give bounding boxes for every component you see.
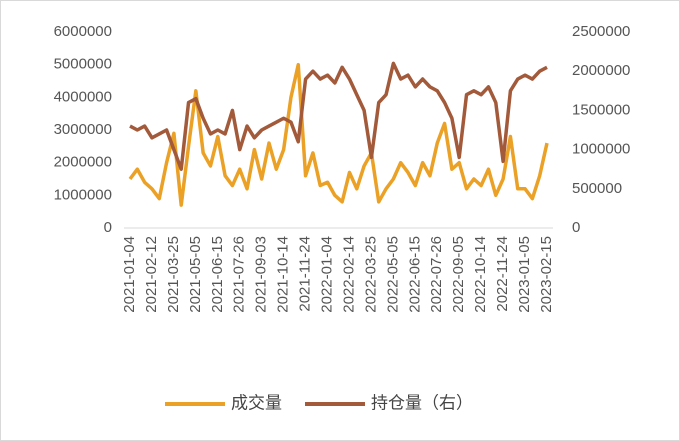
x-tick-label: 2021-01-04	[121, 236, 138, 313]
x-tick-label: 2022-02-14	[340, 236, 357, 313]
x-tick-label: 2022-05-05	[384, 236, 401, 313]
x-tick-label: 2021-09-03	[253, 236, 270, 313]
x-tick-label: 2022-06-15	[406, 236, 423, 313]
legend-label: 成交量	[231, 393, 282, 412]
x-tick-label: 2023-02-15	[538, 236, 555, 313]
x-tick-label: 2023-01-05	[516, 236, 533, 313]
y-tick-label: 5000000	[54, 56, 112, 73]
y2-tick-label: 2000000	[572, 62, 630, 79]
y2-tick-label: 1500000	[572, 101, 630, 118]
y2-tick-label: 2500000	[572, 23, 630, 40]
y-tick-label: 4000000	[54, 88, 112, 105]
y2-tick-label: 500000	[572, 180, 622, 197]
y2-tick-label: 0	[572, 219, 580, 236]
y-tick-label: 0	[104, 219, 112, 236]
x-tick-label: 2022-10-14	[472, 236, 489, 313]
x-tick-label: 2021-07-26	[231, 236, 248, 313]
x-tick-label: 2021-03-25	[165, 236, 182, 313]
x-tick-label: 2021-11-24	[297, 236, 314, 312]
y2-tick-label: 1000000	[572, 141, 630, 158]
series-line	[129, 61, 548, 171]
x-tick-label: 2022-09-05	[450, 236, 467, 313]
x-tick-label: 2022-01-04	[318, 236, 335, 313]
x-tick-label: 2021-02-12	[143, 236, 160, 313]
legend-label: 持仓量（右）	[371, 393, 473, 412]
x-tick-label: 2022-03-25	[362, 236, 379, 313]
y-tick-label: 6000000	[54, 23, 112, 40]
x-tick-label: 2021-05-05	[187, 236, 204, 313]
x-tick-label: 2022-11-24	[494, 236, 511, 312]
x-tick-label: 2022-07-26	[428, 236, 445, 313]
series-line	[128, 62, 549, 207]
y-tick-label: 1000000	[54, 186, 112, 203]
x-tick-label: 2021-06-15	[209, 236, 226, 313]
x-tick-label: 2021-10-14	[275, 236, 292, 313]
y-tick-label: 3000000	[54, 121, 112, 138]
y-tick-label: 2000000	[54, 154, 112, 171]
